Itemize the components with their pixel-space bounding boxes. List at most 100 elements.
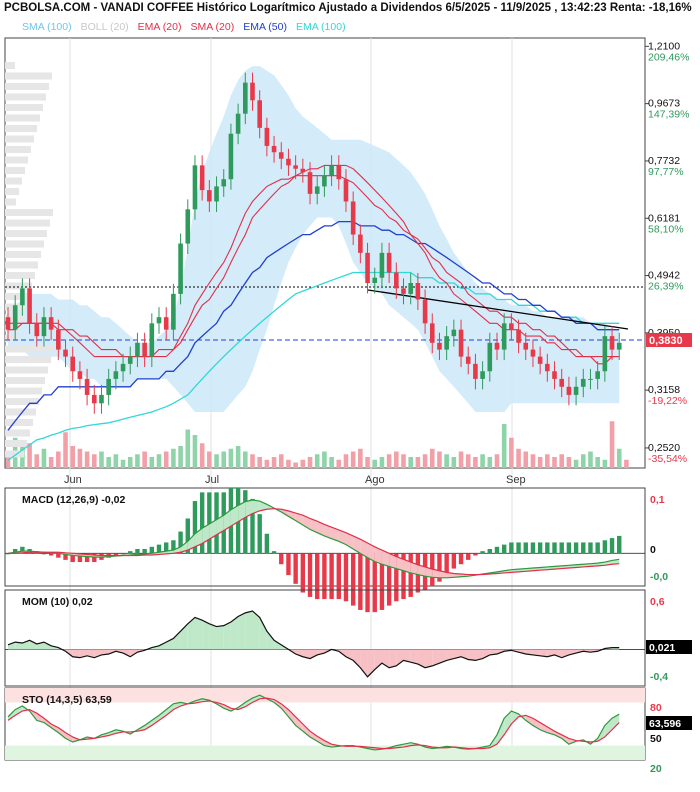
candle-body [113,371,119,379]
y-tick-label: 0,4942 [648,270,680,282]
volume-bar [149,457,155,468]
volume-bar [595,457,600,468]
momentum-fill [310,649,318,659]
volume-bar [516,448,521,468]
crossover-fill [417,564,426,577]
momentum-fill [29,640,37,650]
volume-profile-bar [5,419,33,426]
volume-bar [415,457,421,468]
indicator-signal-line [8,508,620,576]
crossover-fill [223,509,231,531]
volume-bar [343,454,349,468]
volume-bar [473,457,478,468]
volume-bar [530,454,536,468]
volume-bar [509,437,514,468]
candle-body [163,317,169,330]
macd-histogram-bar [63,553,68,560]
candle-body [178,243,183,294]
momentum-fill [266,631,275,650]
crossover-fill [252,499,260,514]
momentum-fill [274,640,282,650]
volume-bar [264,459,270,468]
candle-body [365,252,370,283]
momentum-fill [453,649,462,659]
indicator-title: MACD (12,26,9) -0,02 [22,494,125,506]
macd-histogram-bar [386,553,392,606]
volume-bar [293,462,298,468]
volume-profile-bar [5,398,39,405]
crossover-fill [310,518,318,533]
candle-body [207,190,212,202]
crossover-fill [554,731,562,739]
indicator-y-tick-label: -0,0 [650,571,668,583]
crossover-fill [245,698,253,707]
crossover-fill [374,546,382,565]
macd-histogram-bar [192,501,198,554]
candle-body [250,82,255,101]
macd-histogram-bar [487,548,492,554]
macd-histogram-bar [12,548,18,554]
indicator-legend: SMA (100) BOLL (20) EMA (20) SMA (20) EMA (5… [22,21,355,33]
x-axis-label: Jul [205,474,219,486]
crossover-fill [425,566,433,578]
macd-histogram-bar [171,540,176,554]
macd-histogram-bar [516,542,521,554]
crossover-fill [43,718,52,728]
y-tick-label: 0,3158 [648,384,680,396]
momentum-fill [180,623,188,650]
volume-bar [48,457,54,468]
crossover-fill [295,716,303,732]
candle-body [401,288,406,294]
crossover-fill [360,539,368,558]
legend-item: EMA (20) [137,21,182,33]
crossover-fill [331,527,339,542]
candle-body [422,299,428,324]
candle-body [588,378,593,380]
x-axis-label: Sep [506,474,526,486]
momentum-fill [425,649,433,668]
candle-body [559,378,565,387]
crossover-fill [561,734,569,745]
macd-histogram-bar [379,553,385,610]
volume-profile-bar [5,450,24,458]
macd-histogram-bar [466,553,471,560]
volume-bar [552,457,557,468]
volume-profile-bar [5,146,31,153]
momentum-fill [15,642,23,650]
momentum-fill [540,649,548,657]
macd-histogram-bar [286,553,291,576]
candle-body [509,323,514,330]
candle-body [41,317,47,337]
momentum-fill [410,649,418,665]
volume-bar [192,435,198,468]
crossover-fill [317,736,325,746]
macd-histogram-bar [279,553,284,565]
volume-bar [27,443,32,468]
macd-histogram-bar [271,551,277,554]
momentum-fill [194,617,203,650]
macd-histogram-bar [135,548,140,554]
momentum-fill [101,649,109,655]
candle-body [487,342,493,372]
momentum-fill [230,616,239,650]
indicator-y-tick-label: 0 [650,544,656,556]
indicator-panel-frame [4,589,646,687]
candle-body [264,127,270,146]
momentum-fill [173,631,181,650]
crossover-fill [180,541,188,553]
volume-bar [271,457,277,468]
volume-bar [142,451,147,468]
macd-histogram-bar [264,533,270,554]
macd-histogram-bar [178,531,183,554]
macd-histogram-bar [257,514,262,554]
last-price-box [646,333,692,347]
volume-bar [250,454,255,468]
candle-body [135,342,140,357]
last-price-label: 0,3830 [649,335,683,347]
macd-histogram-bar [408,553,413,597]
crossover-fill [288,510,296,521]
crossover-fill [245,499,253,518]
macd-histogram-bar [609,538,615,554]
volume-profile-bar [5,251,41,258]
volume-profile-bar [5,366,48,374]
